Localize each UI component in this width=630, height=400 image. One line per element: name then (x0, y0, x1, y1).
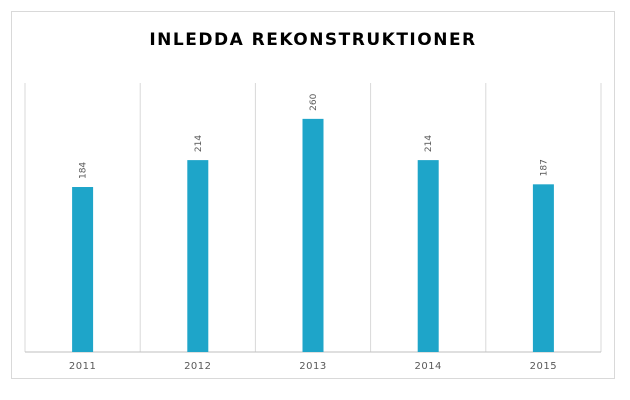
data-label: 214 (194, 135, 204, 152)
data-label: 260 (309, 93, 319, 110)
bar (532, 184, 554, 352)
x-tick-label: 2011 (69, 361, 96, 372)
bar (187, 160, 209, 352)
x-tick-label: 2014 (414, 361, 441, 372)
x-tick-label: 2015 (530, 361, 557, 372)
chart-title: INLEDDA REKONSTRUKTIONER (149, 30, 477, 50)
data-label: 184 (79, 162, 89, 179)
bar (302, 118, 324, 352)
x-tick-label: 2012 (184, 361, 211, 372)
data-label: 187 (539, 159, 549, 176)
x-tick-label: 2013 (299, 361, 326, 372)
bar (417, 160, 439, 352)
data-label: 214 (424, 135, 434, 152)
bar (72, 187, 94, 352)
